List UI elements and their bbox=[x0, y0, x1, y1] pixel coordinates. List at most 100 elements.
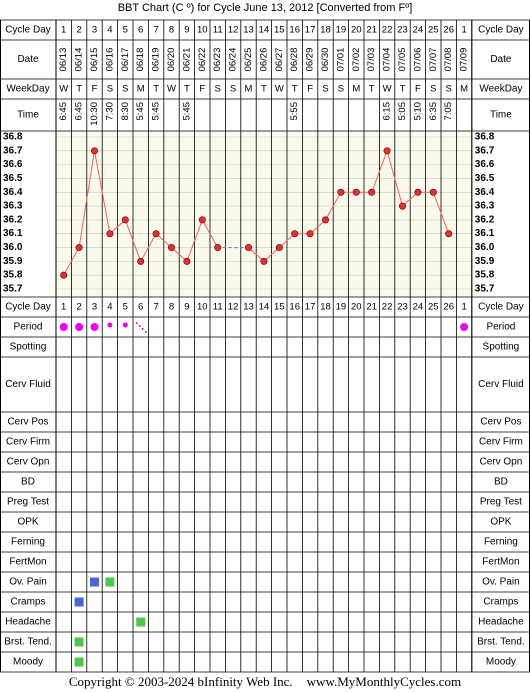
temp-point bbox=[91, 147, 99, 155]
time-cell: 5:45 bbox=[181, 102, 192, 121]
cycle-day-cell: 17 bbox=[305, 302, 316, 313]
temp-point bbox=[429, 188, 437, 196]
row-label-spotting: Spotting bbox=[10, 342, 47, 353]
temp-point bbox=[245, 244, 253, 252]
cycle-day-cell: 10 bbox=[197, 25, 208, 36]
period-spotting-mark bbox=[141, 328, 144, 330]
cycle-day-cell: 5 bbox=[123, 25, 128, 36]
temp-point bbox=[352, 188, 360, 196]
weekday-cell: S bbox=[430, 84, 436, 95]
cycle-day-cell: 24 bbox=[413, 25, 424, 36]
weekday-cell: S bbox=[230, 84, 236, 95]
cycle-day-cell: 3 bbox=[92, 302, 97, 313]
date-cell: 06/29 bbox=[305, 48, 316, 72]
symptom-mark-moody bbox=[74, 657, 84, 667]
plot-area bbox=[56, 131, 472, 297]
weekday-cell: M bbox=[137, 84, 145, 95]
weekday-cell: T bbox=[292, 84, 298, 95]
row-label-period: Period bbox=[14, 322, 43, 333]
time-cell: 8:30 bbox=[120, 102, 131, 121]
temp-point bbox=[198, 216, 206, 224]
row-label-cerv_fluid-right: Cerv Fluid bbox=[478, 379, 524, 390]
y-tick-left: 35.7 bbox=[3, 284, 23, 295]
row-label-time-right: Time bbox=[490, 110, 512, 121]
row-label-cerv_fluid: Cerv Fluid bbox=[5, 379, 51, 390]
time-cell: 5:10 bbox=[412, 102, 423, 121]
weekday-cell: T bbox=[369, 84, 375, 95]
date-cell: 06/21 bbox=[181, 48, 192, 72]
row-label-headache-right: Headache bbox=[478, 617, 524, 628]
weekday-cell: W bbox=[383, 84, 392, 95]
date-cell: 07/07 bbox=[428, 48, 439, 72]
cycle-day-cell: 1 bbox=[61, 25, 66, 36]
cycle-day-cell: 23 bbox=[397, 302, 408, 313]
date-cell: 07/08 bbox=[443, 48, 454, 72]
weekday-cell: T bbox=[184, 84, 190, 95]
weekday-cell: S bbox=[446, 84, 452, 95]
row-label-bd: BD bbox=[21, 477, 35, 488]
weekday-cell: T bbox=[261, 84, 267, 95]
weekday-cell: T bbox=[400, 84, 406, 95]
cycle-day-cell: 13 bbox=[243, 302, 254, 313]
date-cell: 06/18 bbox=[135, 48, 146, 72]
date-cell: 06/26 bbox=[258, 48, 269, 72]
weekday-cell: F bbox=[199, 84, 205, 95]
row-label-fertmon-right: FertMon bbox=[482, 557, 519, 568]
y-tick-left: 35.8 bbox=[3, 270, 23, 281]
period-heavy-mark bbox=[75, 323, 84, 331]
y-tick-left: 36.4 bbox=[3, 187, 23, 198]
date-cell: 06/19 bbox=[151, 48, 162, 72]
time-cell: 6:35 bbox=[428, 102, 439, 121]
row-label-cerv_opn: Cerv Opn bbox=[7, 457, 50, 468]
cycle-day-cell: 15 bbox=[274, 25, 285, 36]
date-cell: 06/30 bbox=[320, 48, 331, 72]
time-cell: 6:45 bbox=[58, 102, 69, 121]
site-link[interactable]: www.MyMonthlyCycles.com bbox=[306, 674, 462, 689]
weekday-cell: F bbox=[415, 84, 421, 95]
temp-point bbox=[337, 188, 345, 196]
symptom-mark-ov_pain bbox=[105, 577, 115, 587]
y-tick-right: 36.4 bbox=[475, 187, 495, 198]
cycle-day-cell: 1 bbox=[61, 302, 66, 313]
period-heavy-mark bbox=[59, 323, 68, 331]
footer: Copyright © 2003-2024 bInfinity Web Inc.… bbox=[0, 674, 530, 690]
date-cell: 06/13 bbox=[58, 48, 69, 72]
cycle-day-cell: 22 bbox=[382, 25, 393, 36]
row-label-moody-right: Moody bbox=[486, 657, 516, 668]
cycle-day-cell: 2 bbox=[76, 302, 81, 313]
cycle-day-cell: 20 bbox=[351, 25, 362, 36]
temp-point bbox=[275, 244, 283, 252]
y-tick-left: 35.9 bbox=[3, 256, 23, 267]
y-tick-right: 36.1 bbox=[475, 228, 495, 239]
temp-point bbox=[321, 216, 329, 224]
weekday-cell: S bbox=[122, 84, 128, 95]
weekday-cell: W bbox=[167, 84, 176, 95]
date-cell: 06/17 bbox=[120, 48, 131, 72]
cycle-day-cell: 9 bbox=[184, 302, 189, 313]
symptom-mark-brst_tend bbox=[74, 637, 84, 647]
date-cell: 07/01 bbox=[335, 48, 346, 72]
date-cell: 06/16 bbox=[104, 48, 115, 72]
time-cell: 5:45 bbox=[151, 102, 162, 121]
temp-point bbox=[121, 216, 129, 224]
date-cell: 06/24 bbox=[228, 48, 239, 72]
cycle-day-cell: 11 bbox=[213, 25, 223, 36]
weekday-cell: F bbox=[92, 84, 98, 95]
cycle-day-cell: 18 bbox=[320, 302, 331, 313]
row-label-period-right: Period bbox=[486, 322, 515, 333]
row-label-ov_pain: Ov. Pain bbox=[9, 577, 47, 588]
row-label-brst_tend-right: Brst. Tend. bbox=[477, 637, 525, 648]
y-tick-left: 36.1 bbox=[3, 228, 23, 239]
cycle-day-cell: 2 bbox=[76, 25, 81, 36]
period-light-mark bbox=[107, 322, 113, 328]
symptom-mark-cramps bbox=[74, 597, 84, 607]
cycle-day-cell: 9 bbox=[184, 25, 189, 36]
temp-point bbox=[368, 188, 376, 196]
cycle-day-cell: 7 bbox=[153, 25, 158, 36]
y-tick-left: 36.8 bbox=[3, 132, 23, 143]
cycle-day-cell: 26 bbox=[443, 25, 454, 36]
row-label-cerv_pos-right: Cerv Pos bbox=[480, 417, 521, 428]
cycle-day-cell: 19 bbox=[336, 302, 347, 313]
row-label-cramps: Cramps bbox=[10, 597, 45, 608]
